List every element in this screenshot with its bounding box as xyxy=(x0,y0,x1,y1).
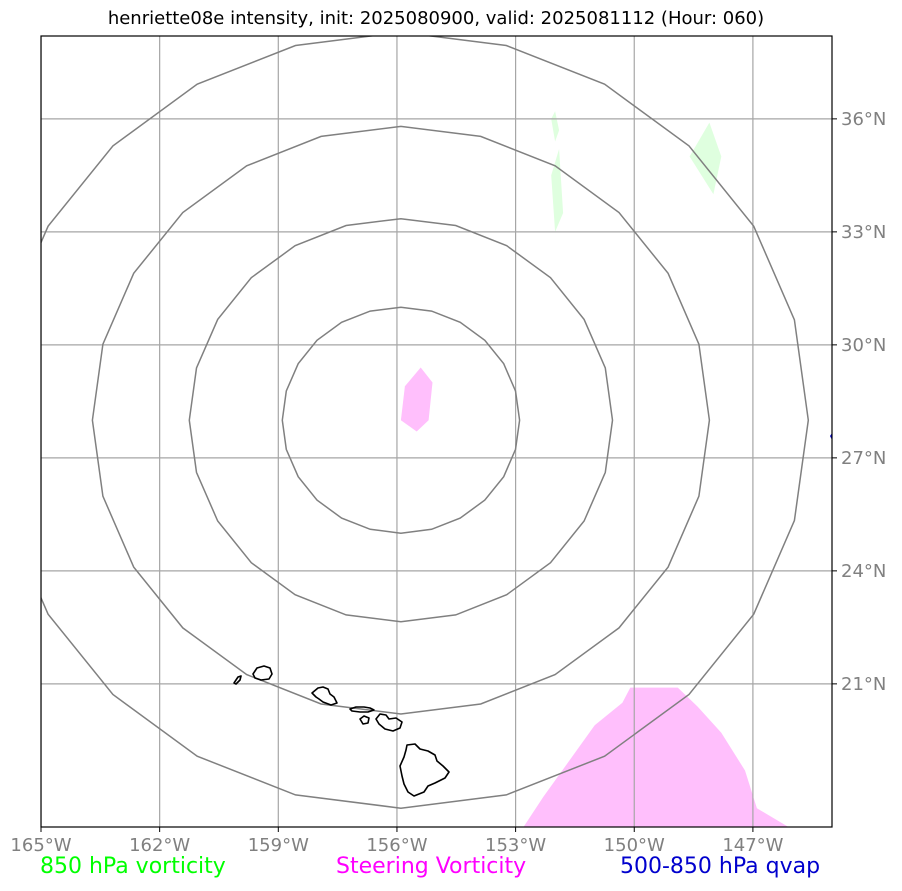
intensity-contour xyxy=(281,306,521,534)
island-niihau xyxy=(233,675,242,685)
axis-ticks: 165°W 162°W 159°W 156°W 153°W 150°W 147°W 36°N 3… xyxy=(10,109,886,856)
lat-tick-label: 36°N xyxy=(841,109,886,130)
lat-tick-label: 21°N xyxy=(841,674,886,695)
hawaiian-islands xyxy=(233,665,450,797)
intensity-contour xyxy=(91,125,711,715)
island-maui xyxy=(375,713,403,732)
steering-vorticity-region xyxy=(400,367,433,432)
intensity-contour xyxy=(41,36,810,809)
gridlines xyxy=(41,36,832,827)
lon-tick-label: 162°W xyxy=(129,835,190,856)
lon-tick-label: 153°W xyxy=(485,835,546,856)
lat-tick-label: 33°N xyxy=(841,222,886,243)
plot-area xyxy=(41,36,832,827)
lat-tick-label: 27°N xyxy=(841,448,886,469)
lon-tick-label: 156°W xyxy=(366,835,427,856)
steering-vorticity-region xyxy=(523,687,789,827)
intensity-contours xyxy=(41,36,810,809)
legend-qvap: 500-850 hPa qvap xyxy=(620,854,821,879)
intensity-contour xyxy=(188,217,614,623)
map-frame xyxy=(40,35,833,828)
lon-tick-label: 150°W xyxy=(604,835,665,856)
lon-tick-label: 147°W xyxy=(722,835,783,856)
lat-tick-label: 24°N xyxy=(841,561,886,582)
island-molokai xyxy=(349,706,375,713)
lat-tick-label: 30°N xyxy=(841,335,886,356)
legend-steering-vorticity: Steering Vorticity xyxy=(336,854,527,879)
map-title: henriette08e intensity, init: 2025080900… xyxy=(107,8,765,29)
island-lanai xyxy=(359,715,370,725)
island-kauai xyxy=(252,665,273,681)
lon-tick-label: 165°W xyxy=(10,835,71,856)
island-oahu xyxy=(311,686,338,706)
legend-850hpa-vorticity: 850 hPa vorticity xyxy=(40,854,226,879)
island-hawaii xyxy=(399,743,450,797)
lon-tick-label: 159°W xyxy=(248,835,309,856)
